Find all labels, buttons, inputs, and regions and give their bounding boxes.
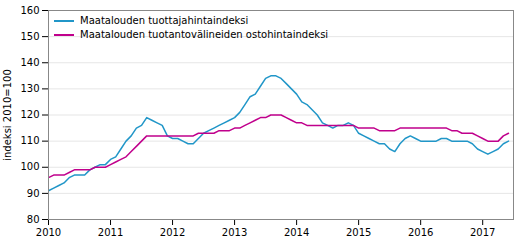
- svg-text:2017: 2017: [470, 227, 495, 238]
- svg-text:140: 140: [20, 57, 39, 68]
- svg-text:indeksi 2010=100: indeksi 2010=100: [2, 69, 13, 161]
- svg-text:110: 110: [20, 135, 39, 146]
- svg-text:2012: 2012: [160, 227, 185, 238]
- svg-text:130: 130: [20, 83, 39, 94]
- svg-text:90: 90: [27, 188, 40, 199]
- svg-text:2011: 2011: [98, 227, 123, 238]
- svg-text:2016: 2016: [408, 227, 433, 238]
- svg-text:2015: 2015: [346, 227, 371, 238]
- svg-text:2014: 2014: [284, 227, 309, 238]
- svg-text:120: 120: [20, 109, 39, 120]
- svg-text:2010: 2010: [36, 227, 61, 238]
- svg-text:80: 80: [27, 214, 40, 225]
- svg-text:150: 150: [20, 31, 39, 42]
- svg-text:160: 160: [20, 5, 39, 16]
- html-text:Maatalouden tuottajahintaindek: Maatalouden tuottajahintaindeksi: [80, 15, 249, 26]
- svg-text:2013: 2013: [222, 227, 247, 238]
- html-text:Maatalouden tuotantovälineiden: Maatalouden tuotantovälineiden ostohinta…: [80, 29, 329, 40]
- svg-text:100: 100: [20, 161, 39, 172]
